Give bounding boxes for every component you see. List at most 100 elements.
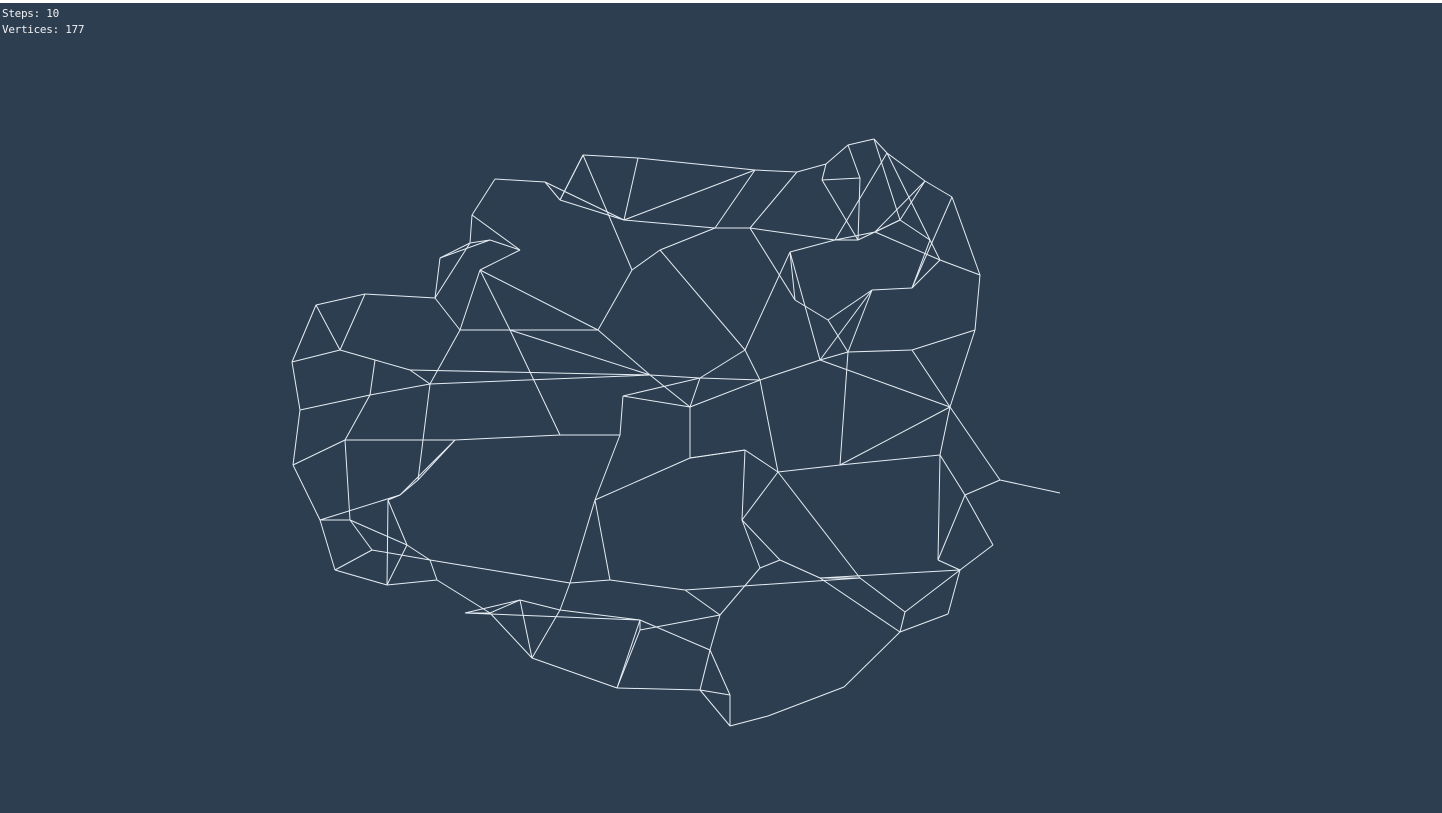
- mesh-edge: [911, 196, 953, 289]
- mesh-edge: [369, 359, 376, 396]
- mesh-edge: [622, 377, 701, 397]
- mesh-edge: [937, 454, 941, 561]
- mesh-edge: [469, 214, 473, 244]
- mesh-edge: [821, 163, 827, 181]
- mesh-edge: [886, 152, 926, 182]
- mesh-edge: [689, 449, 746, 459]
- mesh-edge: [767, 686, 845, 717]
- mesh-edge: [964, 494, 994, 546]
- mesh-edge: [349, 519, 408, 546]
- mesh-edge: [334, 549, 373, 571]
- mesh-edge: [754, 169, 798, 173]
- mesh-edge: [292, 409, 301, 466]
- mesh-edge: [759, 359, 821, 381]
- mesh-edge: [439, 242, 471, 259]
- mesh-edge: [821, 179, 859, 241]
- mesh-edge: [291, 349, 341, 363]
- mesh-edge: [597, 269, 633, 331]
- mesh-edge: [616, 629, 641, 689]
- mesh-edge: [371, 549, 431, 561]
- stats-overlay: Steps: 10 Vertices: 177: [2, 6, 85, 38]
- mesh-edge: [299, 394, 371, 411]
- mesh-edge: [531, 657, 618, 689]
- mesh-edge: [471, 214, 521, 251]
- mesh-edge: [744, 251, 791, 351]
- mesh-edge: [939, 259, 981, 276]
- mesh-edge: [544, 181, 561, 201]
- steps-value: 10: [46, 7, 59, 20]
- mesh-edge: [639, 614, 721, 631]
- mesh-edge: [292, 439, 346, 466]
- mesh-edge: [684, 577, 861, 591]
- mesh-edge: [777, 464, 841, 473]
- mesh-edge: [873, 138, 901, 221]
- mesh-edge: [924, 180, 953, 198]
- mesh-edge: [659, 227, 716, 251]
- mesh-edge: [749, 227, 796, 301]
- mesh-edge: [494, 178, 546, 183]
- mesh-edge: [847, 138, 875, 146]
- mesh-edges: [291, 138, 1061, 727]
- mesh-edge: [619, 395, 624, 436]
- mesh-edge: [947, 569, 961, 615]
- mesh-edge: [729, 715, 769, 727]
- mesh-edge: [839, 406, 951, 466]
- mesh-edge: [434, 257, 441, 299]
- mesh-edge: [544, 181, 625, 221]
- mesh-edge: [616, 619, 641, 689]
- mesh-edge: [344, 394, 371, 441]
- mesh-edge: [827, 289, 873, 321]
- mesh-edge: [464, 599, 521, 614]
- mesh-edge: [899, 611, 906, 633]
- steps-label: Steps:: [2, 7, 40, 20]
- mesh-edge: [559, 199, 625, 221]
- mesh-edge: [417, 383, 431, 481]
- mesh-edge: [871, 287, 913, 291]
- mesh-edge: [464, 612, 641, 621]
- mesh-edge: [741, 519, 781, 561]
- mesh-edge: [334, 569, 388, 586]
- mesh-edge: [489, 239, 521, 251]
- mesh-edge: [873, 138, 888, 154]
- mesh-edge: [847, 349, 913, 353]
- mesh-edge: [489, 599, 521, 614]
- mesh-edge: [911, 329, 976, 351]
- mesh-edge: [434, 297, 461, 331]
- mesh-edge: [689, 377, 701, 408]
- mesh-edge: [886, 152, 931, 241]
- mesh-edge: [364, 293, 436, 299]
- mesh-edge: [582, 154, 633, 271]
- mesh-edge: [292, 464, 321, 521]
- mesh-edge: [749, 227, 836, 241]
- mesh-edge: [594, 457, 691, 501]
- mesh-edge: [406, 544, 431, 561]
- mesh-edge: [874, 219, 901, 233]
- mesh-edge: [639, 619, 711, 651]
- mesh-edge: [959, 544, 994, 571]
- mesh-edge: [429, 329, 461, 385]
- mesh-edge: [819, 577, 901, 633]
- mesh-edge: [319, 519, 336, 571]
- mesh-edge: [929, 239, 941, 261]
- mesh-edge: [684, 589, 721, 616]
- mesh-edge: [937, 494, 966, 561]
- mesh-edge: [964, 479, 1001, 496]
- mesh-edge: [569, 579, 611, 584]
- render-viewport[interactable]: Steps: 10 Vertices: 177: [0, 3, 1442, 813]
- mesh-edge: [339, 349, 376, 361]
- mesh-edge: [951, 196, 981, 276]
- mesh-edge: [839, 351, 849, 466]
- mesh-edge: [429, 559, 571, 584]
- mesh-edge: [699, 689, 731, 727]
- mesh-edge: [344, 439, 351, 521]
- mesh-edge: [609, 579, 686, 591]
- mesh-edge: [759, 559, 781, 569]
- mesh-edge: [834, 231, 876, 241]
- mesh-edge: [489, 612, 533, 659]
- mesh-edge: [559, 582, 571, 611]
- mesh-edge: [821, 177, 861, 181]
- mesh-edge: [429, 559, 438, 581]
- mesh-edge: [386, 579, 438, 586]
- mesh-edge: [569, 499, 596, 584]
- mesh-edge: [597, 329, 651, 376]
